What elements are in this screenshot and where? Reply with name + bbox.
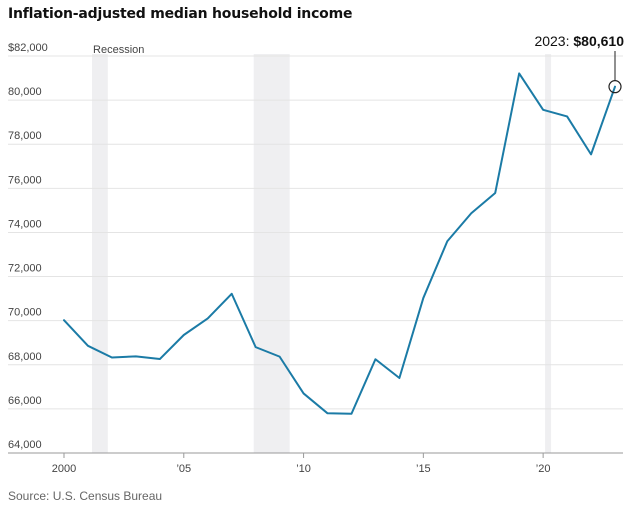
y-tick-label: 74,000 bbox=[8, 218, 42, 230]
data-point bbox=[85, 343, 91, 349]
data-point bbox=[229, 291, 235, 297]
recession-band bbox=[253, 54, 290, 453]
gridlines bbox=[8, 55, 623, 454]
x-tick-label: ’10 bbox=[296, 463, 311, 475]
x-tick-label: 2000 bbox=[52, 463, 76, 475]
data-point bbox=[444, 238, 450, 244]
y-tick-label: 76,000 bbox=[8, 174, 42, 186]
recession-label: Recession bbox=[93, 44, 144, 56]
y-tick-label: $82,000 bbox=[8, 42, 48, 54]
recession-bands: Recession bbox=[92, 44, 552, 453]
data-point bbox=[564, 113, 570, 119]
data-point bbox=[516, 70, 522, 76]
y-tick-label: 68,000 bbox=[8, 351, 42, 363]
data-point bbox=[325, 410, 331, 416]
y-axis-ticks: 64,000 66,000 68,000 70,000 72,000 74,000 76,0… bbox=[8, 42, 48, 451]
x-axis-ticks: 2000 ’05 ’10 ’15 ’20 bbox=[52, 453, 551, 475]
data-point bbox=[540, 107, 546, 113]
data-point bbox=[420, 295, 426, 301]
y-tick-label: 72,000 bbox=[8, 263, 42, 275]
data-point bbox=[157, 356, 163, 362]
data-point bbox=[277, 354, 283, 360]
data-point bbox=[253, 344, 259, 350]
annotation-label: 2023: $80,610 bbox=[534, 33, 624, 49]
data-point bbox=[588, 151, 594, 157]
recession-band bbox=[92, 54, 108, 453]
data-point bbox=[133, 353, 139, 359]
data-point bbox=[205, 315, 211, 321]
data-point bbox=[372, 356, 378, 362]
data-point bbox=[301, 390, 307, 396]
y-tick-label: 66,000 bbox=[8, 395, 42, 407]
data-point bbox=[468, 210, 474, 216]
y-tick-label: 80,000 bbox=[8, 86, 42, 98]
data-point bbox=[109, 354, 115, 360]
data-point bbox=[61, 317, 67, 323]
x-tick-label: ’20 bbox=[536, 463, 551, 475]
series-line bbox=[63, 72, 616, 415]
annotation-marker bbox=[608, 80, 622, 94]
series-layer bbox=[61, 70, 618, 417]
annotation-layer: 2023: $80,610 bbox=[534, 33, 624, 94]
recession-band bbox=[545, 54, 552, 453]
data-point bbox=[492, 190, 498, 196]
x-tick-label: ’15 bbox=[416, 463, 431, 475]
source-note: Source: U.S. Census Bureau bbox=[8, 489, 163, 503]
data-point bbox=[612, 84, 618, 90]
y-tick-label: 78,000 bbox=[8, 130, 42, 142]
data-point bbox=[181, 332, 187, 338]
x-tick-label: ’05 bbox=[176, 463, 191, 475]
y-tick-label: 70,000 bbox=[8, 307, 42, 319]
chart-title: Inflation-adjusted median household inco… bbox=[8, 6, 353, 22]
data-point bbox=[348, 411, 354, 417]
y-tick-label: 64,000 bbox=[8, 439, 42, 451]
data-point bbox=[396, 375, 402, 381]
